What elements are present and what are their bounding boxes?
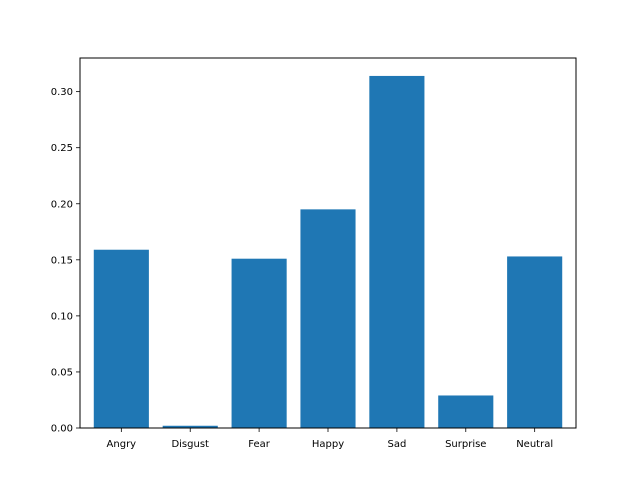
y-tick-label-3: 0.15: [51, 255, 73, 266]
x-tick-label-neutral: Neutral: [516, 439, 553, 450]
bar-angry: [93, 249, 149, 428]
y-tick-label-2: 0.10: [51, 311, 73, 322]
y-axis: 0.00 0.05 0.10 0.15 0.20 0.25 0.30: [51, 87, 80, 435]
bar-fear: [231, 258, 287, 428]
bar-sad: [369, 75, 425, 428]
y-tick-label-5: 0.25: [51, 143, 73, 154]
x-tick-label-happy: Happy: [312, 439, 344, 450]
x-tick-label-disgust: Disgust: [171, 439, 209, 450]
y-tick-label-1: 0.05: [51, 367, 73, 378]
x-tick-label-fear: Fear: [248, 439, 270, 450]
plot-frame: [79, 57, 577, 429]
bar-disgust: [162, 425, 218, 428]
y-tick-label-6: 0.30: [51, 87, 73, 98]
bar-surprise: [438, 395, 494, 428]
x-tick-label-angry: Angry: [107, 439, 137, 450]
x-tick-label-surprise: Surprise: [445, 439, 486, 450]
x-tick-label-sad: Sad: [387, 439, 406, 450]
y-tick-label-0: 0.00: [51, 424, 73, 435]
bar-happy: [300, 209, 356, 428]
x-axis: Angry Disgust Fear Happy Sad Surprise Neutral: [107, 428, 553, 450]
y-tick-label-4: 0.20: [51, 199, 73, 210]
bar-neutral: [507, 256, 563, 428]
bars-layer: [93, 75, 563, 428]
